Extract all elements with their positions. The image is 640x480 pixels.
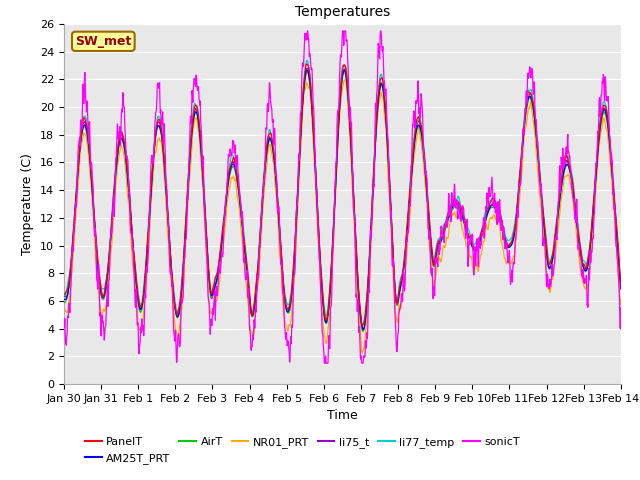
X-axis label: Time: Time: [327, 409, 358, 422]
Text: SW_met: SW_met: [75, 35, 131, 48]
Title: Temperatures: Temperatures: [295, 5, 390, 19]
Y-axis label: Temperature (C): Temperature (C): [22, 153, 35, 255]
Legend: PanelT, AM25T_PRT, AirT, NR01_PRT, li75_t, li77_temp, sonicT: PanelT, AM25T_PRT, AirT, NR01_PRT, li75_…: [81, 433, 525, 468]
